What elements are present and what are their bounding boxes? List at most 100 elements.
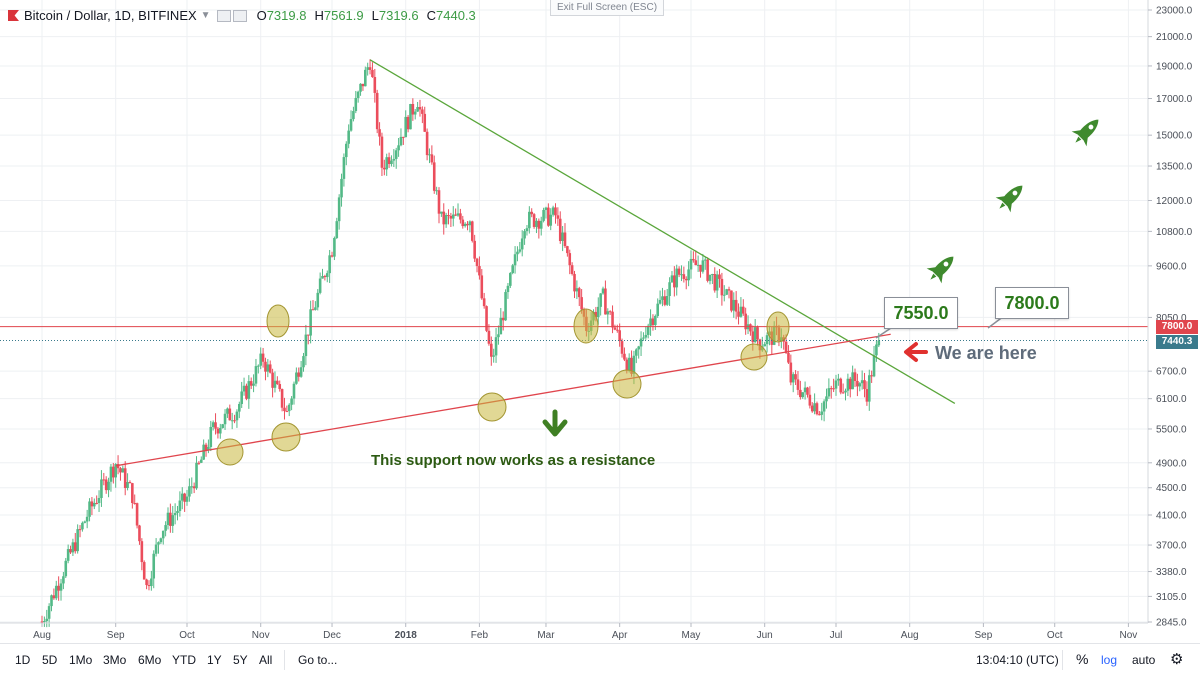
candle-body[interactable] bbox=[749, 324, 752, 332]
candle-body[interactable] bbox=[164, 525, 167, 531]
candle-body[interactable] bbox=[209, 426, 213, 447]
candle-body[interactable] bbox=[195, 462, 198, 489]
range-3mo[interactable]: 3Mo bbox=[103, 653, 127, 667]
candle-body[interactable] bbox=[411, 103, 415, 115]
candle-body[interactable] bbox=[337, 197, 341, 222]
candle-body[interactable] bbox=[668, 282, 671, 296]
candle-body[interactable] bbox=[649, 318, 652, 326]
candle-body[interactable] bbox=[537, 220, 541, 229]
candle-body[interactable] bbox=[347, 130, 350, 144]
candle-body[interactable] bbox=[558, 218, 562, 241]
candle-body[interactable] bbox=[561, 232, 564, 241]
candle-body[interactable] bbox=[185, 496, 189, 502]
candle-body[interactable] bbox=[513, 254, 517, 266]
candle-body[interactable] bbox=[839, 378, 843, 393]
range-1mo[interactable]: 1Mo bbox=[69, 653, 93, 667]
candle-body[interactable] bbox=[644, 334, 648, 338]
candle-body[interactable] bbox=[54, 585, 58, 599]
candle-body[interactable] bbox=[280, 389, 284, 408]
candle-body[interactable] bbox=[689, 258, 693, 270]
candle-body[interactable] bbox=[394, 150, 398, 159]
candle-body[interactable] bbox=[799, 389, 802, 398]
candle-body[interactable] bbox=[547, 207, 550, 226]
candle-body[interactable] bbox=[183, 493, 186, 502]
candle-body[interactable] bbox=[623, 353, 626, 360]
candle-body[interactable] bbox=[535, 220, 538, 227]
candle-body[interactable] bbox=[449, 215, 453, 219]
candle-body[interactable] bbox=[530, 211, 534, 215]
candle-body[interactable] bbox=[323, 276, 327, 278]
candle-body[interactable] bbox=[501, 317, 505, 321]
candle-body[interactable] bbox=[333, 237, 336, 257]
candle-body[interactable] bbox=[178, 500, 182, 512]
candle-body[interactable] bbox=[152, 553, 156, 579]
candle-body[interactable] bbox=[259, 353, 263, 366]
candle-body[interactable] bbox=[387, 157, 391, 165]
candle-body[interactable] bbox=[456, 213, 460, 216]
candle-body[interactable] bbox=[404, 116, 408, 138]
candle-body[interactable] bbox=[276, 380, 279, 385]
candle-body[interactable] bbox=[100, 479, 103, 498]
candle-body[interactable] bbox=[444, 214, 448, 225]
candle-body[interactable] bbox=[264, 361, 267, 372]
candle-body[interactable] bbox=[832, 388, 835, 390]
candle-body[interactable] bbox=[180, 493, 184, 501]
candle-body[interactable] bbox=[295, 372, 298, 384]
candle-body[interactable] bbox=[575, 288, 579, 292]
candle-body[interactable] bbox=[475, 258, 479, 267]
candle-body[interactable] bbox=[81, 522, 84, 530]
candle-body[interactable] bbox=[309, 309, 312, 336]
candle-body[interactable] bbox=[418, 106, 422, 110]
candle-body[interactable] bbox=[150, 578, 153, 587]
candle-body[interactable] bbox=[663, 296, 667, 305]
candle-body[interactable] bbox=[853, 372, 857, 381]
candle-body[interactable] bbox=[340, 178, 343, 198]
x-axis[interactable]: Aug Sep Oct Nov Dec 2018 Feb Mar Apr May Jun Jul Aug… bbox=[0, 622, 1148, 641]
candle-body[interactable] bbox=[330, 255, 334, 257]
candle-body[interactable] bbox=[383, 167, 386, 170]
candle-body[interactable] bbox=[480, 275, 484, 299]
candle-body[interactable] bbox=[470, 221, 474, 241]
candle-body[interactable] bbox=[218, 427, 222, 434]
candle-body[interactable] bbox=[321, 276, 324, 279]
candle-body[interactable] bbox=[85, 516, 89, 522]
candle-body[interactable] bbox=[43, 621, 46, 623]
auto-toggle[interactable]: auto bbox=[1132, 653, 1156, 667]
candle-body[interactable] bbox=[554, 207, 557, 216]
candle-body[interactable] bbox=[494, 337, 498, 356]
candle-body[interactable] bbox=[261, 353, 265, 362]
candle-body[interactable] bbox=[204, 444, 208, 450]
range-all[interactable]: All bbox=[259, 653, 273, 667]
candle-body[interactable] bbox=[316, 292, 320, 308]
candle-body[interactable] bbox=[867, 375, 871, 402]
candle-body[interactable] bbox=[157, 542, 160, 545]
candle-body[interactable] bbox=[627, 357, 631, 371]
candle-body[interactable] bbox=[720, 278, 724, 296]
candle-body[interactable] bbox=[741, 306, 745, 314]
candle-body[interactable] bbox=[739, 306, 743, 317]
candle-body[interactable] bbox=[199, 459, 203, 463]
candle-body[interactable] bbox=[228, 408, 232, 421]
candle-body[interactable] bbox=[112, 466, 115, 478]
candle-body[interactable] bbox=[66, 549, 70, 561]
candle-body[interactable] bbox=[673, 275, 676, 288]
candle-body[interactable] bbox=[827, 388, 831, 397]
candle-body[interactable] bbox=[813, 403, 816, 412]
candle-body[interactable] bbox=[133, 503, 137, 505]
candle-body[interactable] bbox=[90, 501, 94, 507]
candle-body[interactable] bbox=[292, 383, 296, 399]
candle-body[interactable] bbox=[844, 390, 847, 393]
candle-body[interactable] bbox=[566, 246, 569, 254]
candle-body[interactable] bbox=[304, 334, 308, 357]
symbol-title[interactable]: Bitcoin / Dollar, 1D, BITFINEX bbox=[24, 8, 197, 23]
candle-body[interactable] bbox=[318, 278, 322, 293]
candle-body[interactable] bbox=[202, 444, 205, 460]
candle-body[interactable] bbox=[154, 544, 158, 554]
candle-body[interactable] bbox=[147, 585, 151, 587]
candle-body[interactable] bbox=[706, 259, 709, 281]
candle-body[interactable] bbox=[492, 355, 495, 357]
candle-body[interactable] bbox=[784, 341, 788, 353]
candle-body[interactable] bbox=[378, 129, 381, 137]
candle-body[interactable] bbox=[95, 502, 98, 504]
candle-body[interactable] bbox=[119, 468, 122, 473]
